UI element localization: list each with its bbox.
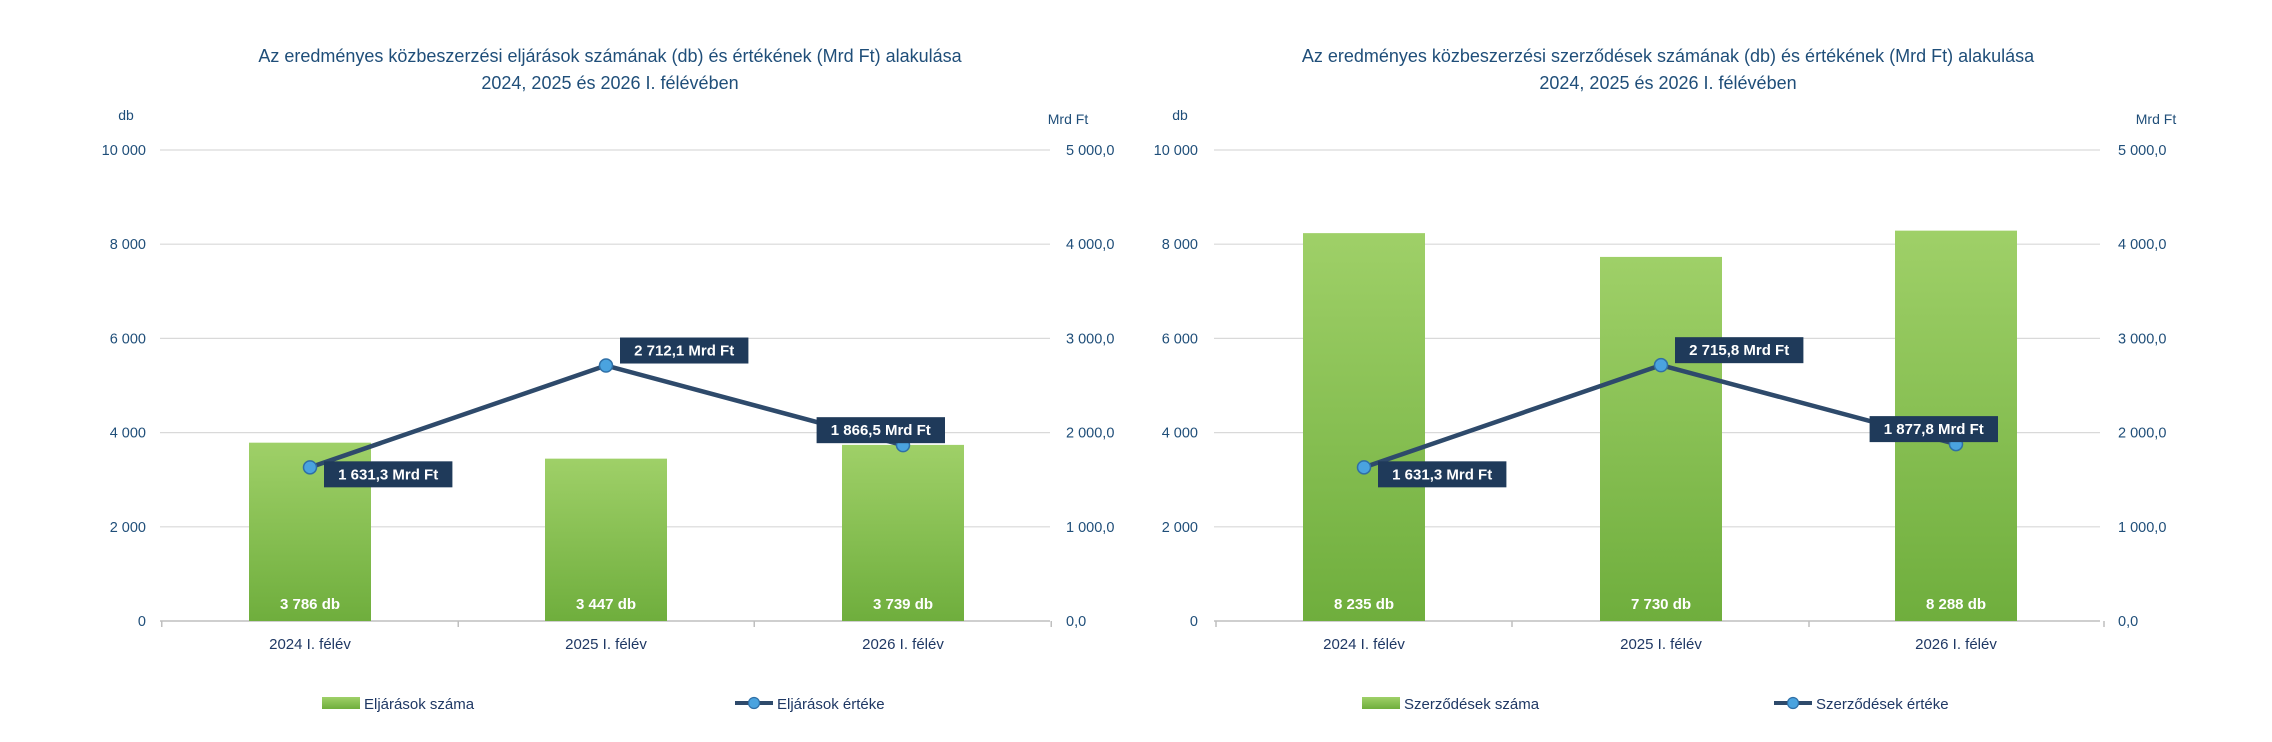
right-tick-label: 1 000,0 xyxy=(1066,520,1114,536)
right-tick-label: 5 000,0 xyxy=(1066,143,1114,159)
point-label-box xyxy=(1869,416,1998,443)
category-label: 2025 I. félév xyxy=(1620,636,1702,653)
left-tick-label: 2 000 xyxy=(1162,520,1198,536)
category-label: 2026 I. félév xyxy=(1915,636,1997,653)
legend-line-label: Szerződések értéke xyxy=(1816,696,1949,713)
chart-2-legend: Szerződések száma Szerződések értéke xyxy=(1362,696,1949,713)
left-tick-label: 10 000 xyxy=(102,143,146,159)
line-point xyxy=(1356,460,1372,475)
point-label-box xyxy=(324,461,453,488)
left-tick-label: 4 000 xyxy=(110,426,146,442)
chart-procedures: Az eredményes közbeszerzési eljárások sz… xyxy=(102,46,1115,713)
chart-contracts: Az eredményes közbeszerzési szerződések … xyxy=(1154,46,2177,713)
point-data-label: 1 877,8 Mrd Ft xyxy=(1884,421,1984,438)
line-point xyxy=(302,460,318,475)
chart-2-right-ticks: 0,0 1 000,0 2 000,0 3 000,0 4 000,0 5 000,0 xyxy=(2118,143,2166,630)
bar-data-label: 7 730 db xyxy=(1631,596,1691,613)
point-data-label: 1 866,5 Mrd Ft xyxy=(831,422,931,439)
bar xyxy=(1600,256,1722,621)
chart-1-legend: Eljárások száma Eljárások értéke xyxy=(322,696,885,713)
bar-data-label: 8 288 db xyxy=(1926,596,1986,613)
point-data-label: 2 712,1 Mrd Ft xyxy=(634,343,734,360)
left-tick-label: 6 000 xyxy=(1162,331,1198,347)
left-tick-label: 8 000 xyxy=(110,237,146,253)
chart-1-right-ticks: 0,0 1 000,0 2 000,0 3 000,0 4 000,0 5 000,0 xyxy=(1066,143,1114,630)
chart-2-right-axis-unit: Mrd Ft xyxy=(2136,111,2177,127)
bar-data-label: 3 786 db xyxy=(280,596,340,613)
category-label: 2024 I. félév xyxy=(269,636,351,653)
legend-bar-swatch xyxy=(1362,697,1400,709)
legend-line-label: Eljárások értéke xyxy=(777,696,885,713)
line-point xyxy=(598,358,614,373)
chart-2-bars: 8 235 db 7 730 db 8 288 db xyxy=(1303,230,2017,621)
legend-bar-label: Szerződések száma xyxy=(1404,696,1540,713)
chart-1-left-ticks: 0 2 000 4 000 6 000 8 000 10 000 xyxy=(102,143,146,630)
bar xyxy=(545,458,667,621)
chart-1-categories: 2024 I. félév 2025 I. félév 2026 I. félév xyxy=(269,636,944,653)
point-label-box xyxy=(816,417,945,444)
left-tick-label: 4 000 xyxy=(1162,426,1198,442)
point-data-label: 1 631,3 Mrd Ft xyxy=(338,466,438,483)
chart-2-title: Az eredményes közbeszerzési szerződések … xyxy=(1302,46,2035,66)
series-line xyxy=(309,363,904,470)
legend-bar-swatch xyxy=(322,697,360,709)
legend-line-marker xyxy=(747,696,761,710)
left-tick-label: 8 000 xyxy=(1162,237,1198,253)
chart-1-right-axis-unit: Mrd Ft xyxy=(1048,111,1089,127)
left-tick-label: 2 000 xyxy=(110,520,146,536)
bar xyxy=(842,444,964,621)
bar-data-label: 3 739 db xyxy=(873,596,933,613)
left-tick-label: 0 xyxy=(138,614,146,630)
right-tick-label: 4 000,0 xyxy=(1066,237,1114,253)
right-tick-label: 1 000,0 xyxy=(2118,520,2166,536)
chart-1-left-axis-unit: db xyxy=(118,107,134,123)
point-data-label: 2 715,8 Mrd Ft xyxy=(1689,342,1789,359)
right-tick-label: 3 000,0 xyxy=(1066,331,1114,347)
left-tick-label: 6 000 xyxy=(110,331,146,347)
bar-data-label: 8 235 db xyxy=(1334,596,1394,613)
right-tick-label: 4 000,0 xyxy=(2118,237,2166,253)
right-tick-label: 2 000,0 xyxy=(1066,426,1114,442)
chart-1-subtitle: 2024, 2025 és 2026 I. félévében xyxy=(481,73,738,93)
right-tick-label: 3 000,0 xyxy=(2118,331,2166,347)
category-label: 2026 I. félév xyxy=(862,636,944,653)
left-tick-label: 10 000 xyxy=(1154,143,1198,159)
right-tick-label: 0,0 xyxy=(1066,614,1086,630)
chart-2-left-ticks: 0 2 000 4 000 6 000 8 000 10 000 xyxy=(1154,143,1198,630)
right-tick-label: 5 000,0 xyxy=(2118,143,2166,159)
point-label-box xyxy=(1675,337,1804,364)
category-label: 2024 I. félév xyxy=(1323,636,1405,653)
chart-1-line: 1 631,3 Mrd Ft 2 712,1 Mrd Ft 1 866,5 Mrd … xyxy=(302,337,945,488)
chart-2-line: 1 631,3 Mrd Ft 2 715,8 Mrd Ft 1 877,8 Mrd … xyxy=(1356,337,1998,488)
legend-line-marker xyxy=(1786,696,1800,710)
chart-2-subtitle: 2024, 2025 és 2026 I. félévében xyxy=(1539,73,1796,93)
right-tick-label: 2 000,0 xyxy=(2118,426,2166,442)
legend-bar-label: Eljárások száma xyxy=(364,696,475,713)
line-point xyxy=(1653,357,1669,373)
chart-2-categories: 2024 I. félév 2025 I. félév 2026 I. félév xyxy=(1323,636,1997,653)
right-tick-label: 0,0 xyxy=(2118,614,2138,630)
left-tick-label: 0 xyxy=(1190,614,1198,630)
chart-2-left-axis-unit: db xyxy=(1172,107,1188,123)
point-label-box xyxy=(620,337,749,364)
category-label: 2025 I. félév xyxy=(565,636,647,653)
chart-1-title: Az eredményes közbeszerzési eljárások sz… xyxy=(258,46,962,66)
point-data-label: 1 631,3 Mrd Ft xyxy=(1392,466,1492,483)
bar-data-label: 3 447 db xyxy=(576,596,636,613)
point-label-box xyxy=(1378,461,1507,488)
bar xyxy=(1303,233,1425,621)
